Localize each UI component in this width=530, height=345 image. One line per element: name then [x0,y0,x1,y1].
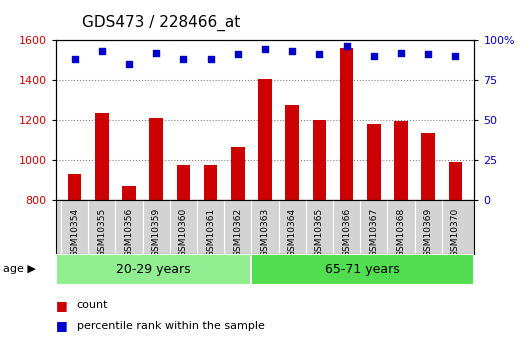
Point [206,56,215,62]
Point [261,47,269,52]
Text: ■: ■ [56,319,67,333]
Text: GSM10366: GSM10366 [342,208,351,257]
Bar [258,79,272,345]
Bar [251,254,474,285]
Bar [394,121,408,345]
Point [152,50,161,55]
Bar [367,124,381,345]
Text: GSM10365: GSM10365 [315,208,324,257]
Point [125,61,134,67]
Text: GSM10362: GSM10362 [233,208,242,257]
Text: GSM10355: GSM10355 [98,208,107,257]
Point [396,50,405,55]
Text: GDS473 / 228466_at: GDS473 / 228466_at [82,15,241,31]
Bar [231,147,245,345]
Text: GSM10368: GSM10368 [396,208,405,257]
Bar [122,186,136,345]
Bar [285,105,299,345]
Text: GSM10360: GSM10360 [179,208,188,257]
Text: GSM10369: GSM10369 [423,208,432,257]
Bar [204,165,217,345]
Text: 65-71 years: 65-71 years [325,263,400,276]
Bar [95,113,109,345]
Point [342,43,351,49]
Text: GSM10364: GSM10364 [288,208,297,257]
Bar [448,162,462,345]
Text: percentile rank within the sample: percentile rank within the sample [77,321,264,331]
Bar [313,120,326,345]
Bar [340,48,354,345]
Point [98,48,106,54]
Bar [176,165,190,345]
Text: GSM10361: GSM10361 [206,208,215,257]
Text: GSM10363: GSM10363 [261,208,269,257]
Text: GSM10356: GSM10356 [125,208,134,257]
Point [451,53,460,58]
Bar [421,133,435,345]
Point [234,51,242,57]
Point [315,51,324,57]
Text: GSM10354: GSM10354 [70,208,79,257]
Point [70,56,79,62]
Bar [68,174,82,345]
Text: count: count [77,300,108,310]
Text: GSM10367: GSM10367 [369,208,378,257]
Point [179,56,188,62]
Text: GSM10359: GSM10359 [152,208,161,257]
Text: ■: ■ [56,299,67,312]
Point [369,53,378,58]
Bar [56,254,251,285]
Text: GSM10370: GSM10370 [451,208,460,257]
Text: 20-29 years: 20-29 years [116,263,191,276]
Text: age ▶: age ▶ [3,264,36,274]
Bar [149,118,163,345]
Point [288,48,296,54]
Point [424,51,432,57]
